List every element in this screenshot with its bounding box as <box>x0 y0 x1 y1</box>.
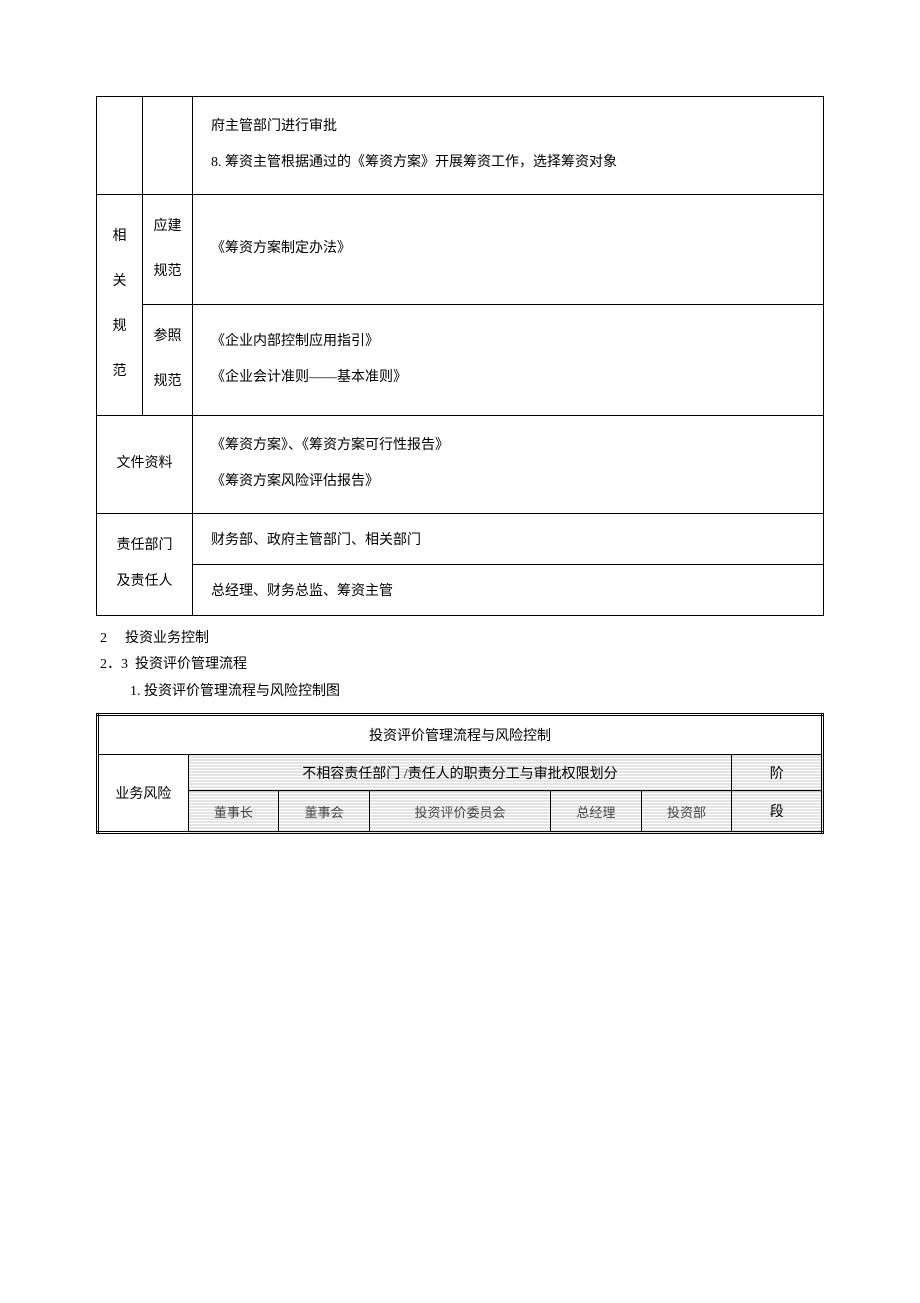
cell-content: 《筹资方案》、《筹资方案可行性报告》 《筹资方案风险评估报告》 <box>193 415 824 513</box>
table-row: 投资评价管理流程与风险控制 <box>98 715 823 755</box>
table-row: 文件资料 《筹资方案》、《筹资方案可行性报告》 《筹资方案风险评估报告》 <box>97 415 824 513</box>
cell-duties-header: 不相容责任部门 /责任人的职责分工与审批权限划分 <box>188 755 732 791</box>
heading-level-2: 2．3 投资评价管理流程 <box>100 652 824 679</box>
text-char: 关 <box>97 260 142 305</box>
text-line: 不相容责任部门 /责任人的职责分工与审批权限划分 <box>302 767 617 782</box>
text-line: 文件资料 <box>117 456 173 471</box>
col-chairman: 董事长 <box>188 791 279 833</box>
text-line: 参照 <box>143 315 192 360</box>
cell-stage-top: 阶 <box>732 755 823 791</box>
cell-blank <box>97 97 143 195</box>
text-line: 总经理 <box>576 805 615 820</box>
cell-content: 总经理、财务总监、筹资主管 <box>193 564 824 615</box>
text-char: 范 <box>97 350 142 395</box>
table-row: 参照 规范 《企业内部控制应用指引》 《企业会计准则——基本准则》 <box>97 305 824 416</box>
text-line: 《筹资方案风险评估报告》 <box>211 464 813 500</box>
col-invest-dept: 投资部 <box>641 791 732 833</box>
section-headings: 2 投资业务控制 2．3 投资评价管理流程 1. 投资评价管理流程与风险控制图 <box>96 626 824 706</box>
table-row: 业务风险 不相容责任部门 /责任人的职责分工与审批权限划分 阶 <box>98 755 823 791</box>
cell-content: 财务部、政府主管部门、相关部门 <box>193 513 824 564</box>
text-line: 及责任人 <box>97 564 192 600</box>
cell-left: 责任部门 及责任人 <box>97 513 193 615</box>
table-row: 府主管部门进行审批 8. 筹资主管根据通过的《筹资方案》开展筹资工作，选择筹资对… <box>97 97 824 195</box>
cell-left: 文件资料 <box>97 415 193 513</box>
text-char: 规 <box>97 305 142 350</box>
text-line: 董事会 <box>305 805 344 820</box>
cell-sub: 应建 规范 <box>143 194 193 305</box>
table-row: 相 关 规 范 应建 规范 《筹资方案制定办法》 <box>97 194 824 305</box>
col-committee: 投资评价委员会 <box>369 791 550 833</box>
text-line: 8. 筹资主管根据通过的《筹资方案》开展筹资工作，选择筹资对象 <box>211 145 813 181</box>
text-line: 规范 <box>143 250 192 295</box>
text-line: 投资部 <box>667 805 706 820</box>
cell-content: 《企业内部控制应用指引》 《企业会计准则——基本准则》 <box>193 305 824 416</box>
heading-number: 2．3 <box>100 652 128 679</box>
heading-number: 1. <box>130 684 141 699</box>
text-line: 《筹资方案制定办法》 <box>211 231 813 267</box>
table-row: 董事长 董事会 投资评价委员会 总经理 投资部 段 <box>98 791 823 833</box>
text-line: 责任部门 <box>97 528 192 564</box>
text-line: 投资评价管理流程与风险控制 <box>369 729 551 744</box>
table-financing: 府主管部门进行审批 8. 筹资主管根据通过的《筹资方案》开展筹资工作，选择筹资对… <box>96 96 824 616</box>
text-char: 相 <box>97 215 142 260</box>
cell-content: 《筹资方案制定办法》 <box>193 194 824 305</box>
text-line: 《企业会计准则——基本准则》 <box>211 360 813 396</box>
text-line: 财务部、政府主管部门、相关部门 <box>211 533 421 548</box>
table-row: 总经理、财务总监、筹资主管 <box>97 564 824 615</box>
table-title: 投资评价管理流程与风险控制 <box>98 715 823 755</box>
cell-sub: 参照 规范 <box>143 305 193 416</box>
text-line: 应建 <box>143 205 192 250</box>
col-gm: 总经理 <box>551 791 642 833</box>
heading-text: 投资评价管理流程与风险控制图 <box>144 684 340 699</box>
cell-risk-header: 业务风险 <box>98 755 189 833</box>
text-char: 阶 <box>770 767 784 782</box>
text-line: 总经理、财务总监、筹资主管 <box>211 584 393 599</box>
cell-blank <box>143 97 193 195</box>
text-line: 董事长 <box>214 805 253 820</box>
heading-text: 投资评价管理流程 <box>135 657 247 672</box>
heading-level-3: 1. 投资评价管理流程与风险控制图 <box>130 679 824 706</box>
text-char: 段 <box>770 805 784 820</box>
table-investment-eval: 投资评价管理流程与风险控制 业务风险 不相容责任部门 /责任人的职责分工与审批权… <box>96 713 824 834</box>
text-line: 规范 <box>143 360 192 405</box>
heading-number: 2 <box>100 626 118 653</box>
col-board: 董事会 <box>279 791 370 833</box>
cell-content: 府主管部门进行审批 8. 筹资主管根据通过的《筹资方案》开展筹资工作，选择筹资对… <box>193 97 824 195</box>
cell-stage-bottom: 段 <box>732 791 823 833</box>
text-line: 《筹资方案》、《筹资方案可行性报告》 <box>211 428 813 464</box>
table-row: 责任部门 及责任人 财务部、政府主管部门、相关部门 <box>97 513 824 564</box>
cell-left: 相 关 规 范 <box>97 194 143 415</box>
text-line: 府主管部门进行审批 <box>211 109 813 145</box>
text-line: 投资评价委员会 <box>414 805 505 820</box>
heading-text: 投资业务控制 <box>125 631 209 646</box>
text-line: 业务风险 <box>115 787 171 802</box>
heading-level-1: 2 投资业务控制 <box>100 626 824 653</box>
text-line: 《企业内部控制应用指引》 <box>211 324 813 360</box>
